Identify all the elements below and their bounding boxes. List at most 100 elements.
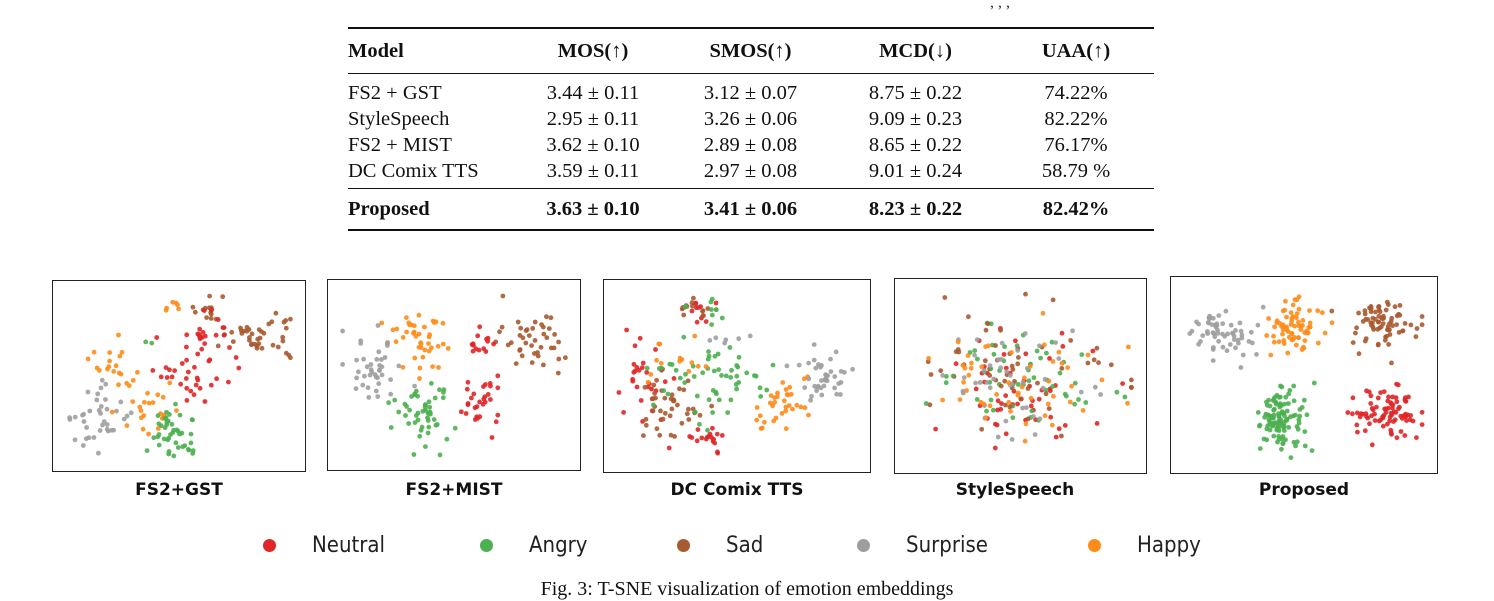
- scatter-point-surprise: [832, 385, 837, 391]
- scatter-point-surprise: [819, 378, 824, 383]
- scatter-point-surprise: [84, 425, 89, 430]
- scatter-point-sad: [1387, 332, 1393, 337]
- legend: Neutral Angry Sad Surprise Happy: [0, 530, 1494, 560]
- scatter-point-neutral: [1386, 394, 1391, 400]
- scatter-point-surprise: [1255, 322, 1261, 328]
- scatter-point-neutral: [193, 382, 199, 388]
- scatter-point-angry: [173, 401, 178, 407]
- scatter-point-happy: [429, 345, 434, 351]
- scatter-point-surprise: [784, 363, 790, 369]
- scatter-point-happy: [979, 364, 985, 370]
- scatter-point-neutral: [1381, 389, 1387, 394]
- scatter-point-sad: [207, 293, 213, 299]
- scatter-point-surprise: [385, 340, 391, 345]
- scatter-point-sad: [247, 337, 252, 343]
- scatter-point-angry: [1279, 409, 1285, 415]
- scatter-point-sad: [1408, 322, 1414, 328]
- scatter-point-happy: [440, 320, 446, 326]
- scatter-point-happy: [779, 411, 785, 416]
- scatter-point-neutral: [1094, 421, 1100, 426]
- scatter-point-surprise: [105, 428, 111, 434]
- scatter-point-angry: [166, 449, 172, 454]
- scatter-point-sad: [505, 342, 511, 348]
- scatter-point-neutral: [1380, 414, 1385, 420]
- scatter-point-happy: [138, 415, 144, 421]
- scatter-point-neutral: [953, 361, 959, 367]
- scatter-point-surprise: [98, 404, 104, 409]
- scatter-point-sad: [1096, 360, 1101, 366]
- scatter-point-happy: [695, 363, 701, 369]
- scatter-point-neutral: [933, 426, 938, 432]
- scatter-point-sad: [662, 410, 668, 416]
- scatter-point-surprise: [361, 356, 366, 362]
- scatter-point-sad: [1383, 307, 1389, 313]
- scatter-point-sad: [541, 331, 547, 337]
- scatter-point-happy: [140, 426, 146, 432]
- scatter-point-surprise: [1238, 328, 1244, 334]
- scatter-point-surprise: [998, 356, 1004, 362]
- scatter-point-sad: [281, 319, 287, 325]
- scatter-point-angry: [1286, 425, 1292, 430]
- scatter-point-neutral: [1003, 393, 1009, 398]
- scatter-point-sad: [556, 339, 561, 345]
- scatter-point-angry: [984, 408, 989, 414]
- scatter-point-sad: [993, 343, 998, 348]
- scatter-point-surprise: [373, 388, 379, 394]
- cell-model: FS2 + GST: [348, 81, 442, 104]
- scatter-point-sad: [246, 327, 252, 332]
- scatter-point-sad: [275, 344, 281, 350]
- scatter-point-surprise: [832, 374, 838, 379]
- scatter-point-surprise: [1205, 331, 1210, 336]
- scatter-point-happy: [692, 333, 698, 339]
- scatter-point-sad: [641, 433, 646, 438]
- scatter-point-sad: [669, 392, 675, 398]
- scatter-point-sad: [1365, 317, 1371, 322]
- cell-mcd: 9.09 ± 0.23: [868, 107, 963, 130]
- scatter-point-angry: [1076, 397, 1081, 402]
- scatter-point-angry: [713, 307, 719, 313]
- scatter-point-neutral: [481, 396, 487, 402]
- scatter-point-sad: [532, 319, 538, 325]
- scatter-point-angry: [425, 430, 431, 436]
- scatter-point-sad: [529, 360, 535, 365]
- scatter-point-sad: [286, 352, 292, 358]
- scatter-point-sad: [1002, 378, 1008, 384]
- scatter-point-happy: [130, 399, 136, 404]
- scatter-point-angry: [427, 404, 433, 410]
- scatter-point-surprise: [828, 369, 834, 374]
- scatter-point-neutral: [208, 382, 214, 388]
- scatter-point-happy: [962, 365, 968, 371]
- scatter-point-angry: [697, 421, 702, 427]
- scatter-point-happy: [91, 349, 97, 355]
- scatter-point-angry: [392, 397, 398, 403]
- scatter-point-happy: [430, 318, 436, 324]
- scatter-point-angry: [156, 421, 162, 427]
- scatter-point-sad: [1376, 304, 1381, 310]
- scatter-point-surprise: [1214, 321, 1220, 327]
- scatter-point-happy: [978, 399, 984, 405]
- scatter-point-happy: [783, 387, 789, 392]
- scatter-point-angry: [706, 397, 712, 403]
- scatter-point-neutral: [1395, 382, 1401, 388]
- scatter-point-happy: [969, 360, 974, 366]
- scatter-point-neutral: [1374, 404, 1379, 410]
- scatter-point-happy: [1296, 294, 1302, 300]
- scatter-point-sad: [238, 325, 243, 331]
- scatter-point-neutral: [713, 300, 719, 306]
- scatter-point-happy: [160, 394, 166, 400]
- scatter-point-angry: [1296, 417, 1302, 422]
- scatter-point-happy: [1008, 408, 1013, 414]
- scatter-point-neutral: [1378, 390, 1383, 395]
- scatter-point-happy: [1294, 315, 1299, 321]
- scatter-point-angry: [431, 417, 437, 422]
- scatter-point-surprise: [81, 419, 87, 424]
- panel-label: FS2+GST: [135, 480, 223, 500]
- scatter-point-sad: [1389, 315, 1395, 321]
- scatter-point-sad: [499, 324, 505, 330]
- scatter-point-sad: [966, 314, 971, 320]
- scatter-point-neutral: [992, 445, 998, 451]
- scatter-point-happy: [1289, 318, 1295, 324]
- scatter-point-neutral: [1398, 413, 1404, 419]
- scatter-point-angry: [426, 424, 432, 430]
- scatter-point-happy: [1284, 314, 1289, 320]
